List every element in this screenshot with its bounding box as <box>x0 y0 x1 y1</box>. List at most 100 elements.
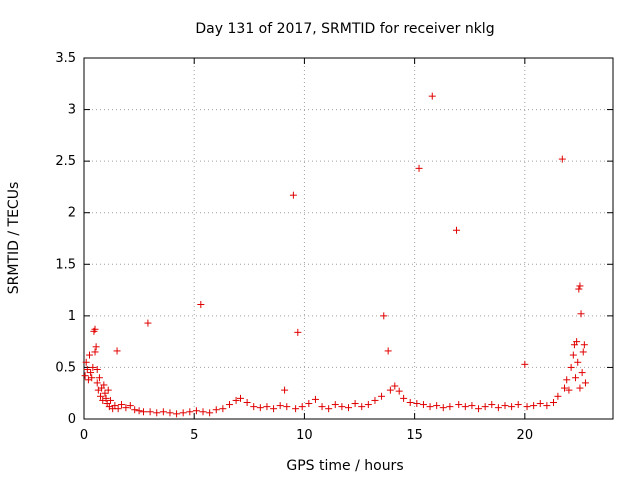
data-point <box>298 403 306 411</box>
data-point <box>455 401 463 409</box>
data-point <box>578 369 586 377</box>
y-tick-label: 2.5 <box>55 154 76 169</box>
data-point <box>294 328 302 336</box>
data-point <box>338 403 346 411</box>
data-point <box>104 386 112 394</box>
data-point <box>384 347 392 355</box>
x-axis-label: GPS time / hours <box>286 458 403 474</box>
data-point <box>135 407 143 415</box>
data-point <box>580 341 588 349</box>
data-point <box>565 386 573 394</box>
data-point <box>289 191 297 199</box>
x-tick-label: 10 <box>296 428 313 443</box>
x-tick-label: 5 <box>190 428 198 443</box>
data-point <box>378 392 386 400</box>
data-point <box>576 384 584 392</box>
data-point <box>345 404 352 412</box>
data-point <box>446 403 454 411</box>
y-tick-label: 1.5 <box>55 257 76 272</box>
data-point <box>426 403 434 411</box>
data-point <box>386 386 394 394</box>
data-point <box>219 405 227 413</box>
data-point <box>199 408 207 416</box>
y-tick-label: 2 <box>68 206 76 221</box>
plot-frame <box>83 57 614 420</box>
data-point <box>192 407 200 415</box>
data-point <box>561 384 569 392</box>
data-point <box>101 389 109 397</box>
data-point <box>93 379 101 387</box>
data-point <box>419 401 427 409</box>
data-point <box>153 409 161 417</box>
data-point <box>91 348 99 356</box>
data-point <box>97 392 105 400</box>
data-point <box>415 164 423 172</box>
data-point <box>521 360 529 368</box>
data-point <box>206 409 214 417</box>
data-points <box>81 92 589 418</box>
y-tick-label: 1 <box>68 309 76 324</box>
data-point <box>212 406 220 414</box>
data-point <box>573 338 581 346</box>
grid-lines <box>84 58 613 419</box>
y-tick-label: 0.5 <box>55 360 76 375</box>
data-point <box>146 408 154 416</box>
data-point <box>494 404 502 412</box>
data-point <box>530 402 538 410</box>
data-point <box>439 404 447 412</box>
data-point <box>400 394 408 402</box>
data-point <box>311 395 319 403</box>
data-point <box>536 400 544 408</box>
data-point <box>501 402 509 410</box>
data-point <box>173 410 181 418</box>
data-point <box>514 401 522 409</box>
data-point <box>179 409 187 417</box>
data-point <box>95 374 103 382</box>
data-point <box>256 404 264 412</box>
data-point <box>351 400 359 408</box>
axis-ticks: 0 5 10 15 20 0 0.5 1 1.5 2 2.5 3 3.5 <box>55 51 613 443</box>
data-point <box>325 405 333 413</box>
data-point <box>236 394 244 402</box>
data-point <box>270 405 278 413</box>
data-point <box>563 376 571 384</box>
data-point <box>166 409 174 417</box>
data-point <box>92 343 100 351</box>
data-point <box>225 401 233 409</box>
data-point <box>87 369 95 377</box>
data-point <box>318 403 326 411</box>
data-point <box>395 387 403 395</box>
data-point <box>433 402 441 410</box>
data-point <box>549 398 557 406</box>
data-point <box>579 348 587 356</box>
data-point <box>88 374 96 382</box>
data-point <box>91 325 99 333</box>
data-point <box>232 396 240 404</box>
data-point <box>102 394 110 402</box>
y-tick-label: 3.5 <box>55 51 76 66</box>
data-point <box>581 379 589 387</box>
data-point <box>276 402 284 410</box>
data-point <box>523 403 531 411</box>
data-point <box>574 358 582 366</box>
data-point <box>575 285 583 293</box>
data-point <box>331 401 339 409</box>
data-point <box>114 405 122 413</box>
data-point <box>113 347 121 355</box>
data-point <box>413 400 421 408</box>
data-point <box>281 386 289 394</box>
data-point <box>475 405 483 413</box>
data-point <box>283 403 291 411</box>
data-point <box>140 408 148 416</box>
data-point <box>508 403 516 411</box>
data-point <box>576 282 584 290</box>
x-tick-label: 0 <box>80 428 88 443</box>
data-point <box>428 92 436 100</box>
data-point <box>554 392 562 400</box>
data-point <box>543 402 551 410</box>
data-point <box>117 401 125 409</box>
data-point <box>93 365 101 373</box>
data-point <box>572 374 580 382</box>
data-point <box>106 396 114 404</box>
